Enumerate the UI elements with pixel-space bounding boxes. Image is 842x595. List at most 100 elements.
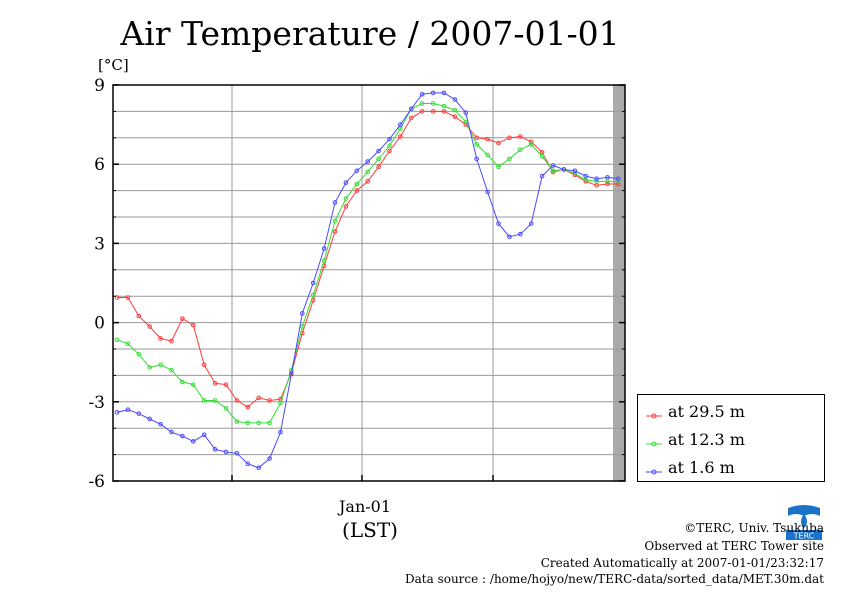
data-point	[158, 362, 163, 368]
data-point	[419, 91, 425, 97]
data-point	[234, 398, 240, 403]
data-point	[518, 231, 523, 237]
data-point	[518, 134, 523, 139]
data-point	[496, 221, 501, 226]
data-point	[223, 382, 229, 387]
data-point	[169, 367, 174, 373]
data-point	[201, 398, 207, 403]
data-point	[616, 176, 621, 182]
data-point	[267, 398, 272, 403]
data-point	[136, 351, 142, 357]
data-point	[343, 180, 349, 185]
series-line-1	[116, 103, 619, 424]
data-point	[191, 322, 196, 328]
data-point	[507, 234, 512, 240]
y-tick-label: 9	[94, 76, 105, 96]
data-point	[114, 337, 120, 343]
data-point	[605, 181, 610, 187]
data-point	[191, 439, 196, 444]
x-tick-label: Jan-01	[337, 497, 391, 516]
data-point	[616, 179, 621, 184]
data-point	[398, 134, 403, 139]
data-source-text: Data source : /home/hojyo/new/TERC-data/…	[405, 572, 824, 586]
data-point	[245, 461, 251, 467]
data-point	[147, 416, 152, 422]
data-point	[398, 122, 403, 127]
logo-text: TERC	[793, 532, 815, 541]
data-point	[474, 135, 480, 141]
created-text: Created Automatically at 2007-01-01/23:3…	[540, 556, 824, 570]
data-point	[441, 103, 447, 109]
series-line-2	[116, 92, 619, 469]
legend-swatch-29-5m	[646, 406, 662, 419]
legend-item-12-3m: at 12.3 m	[646, 425, 745, 453]
data-point	[572, 168, 578, 174]
data-point	[409, 115, 414, 121]
data-point	[354, 168, 360, 174]
data-point	[365, 169, 371, 175]
data-point	[594, 179, 599, 184]
data-point	[528, 142, 534, 147]
data-point	[212, 447, 218, 452]
data-point	[561, 167, 567, 172]
data-point	[365, 179, 371, 184]
data-point	[572, 171, 578, 176]
data-point	[256, 465, 262, 471]
data-point	[158, 421, 163, 427]
data-point	[212, 381, 218, 386]
data-point	[321, 258, 327, 263]
data-point	[376, 156, 381, 162]
data-point	[419, 109, 425, 114]
data-point	[550, 168, 556, 174]
data-point	[474, 142, 480, 147]
data-point	[496, 140, 501, 146]
data-point	[245, 420, 251, 426]
data-point	[452, 107, 458, 113]
y-tick-label: 0	[94, 314, 105, 334]
data-point	[321, 246, 327, 251]
data-point	[267, 456, 272, 461]
data-point	[387, 148, 392, 154]
data-point	[169, 429, 174, 435]
data-point	[463, 110, 469, 116]
data-point	[180, 316, 185, 321]
plot-frame	[112, 84, 626, 482]
data-point	[223, 449, 229, 455]
data-point	[365, 159, 371, 164]
data-point	[441, 90, 447, 96]
data-point	[180, 433, 185, 439]
legend-swatch-12-3m	[646, 434, 662, 447]
data-point	[518, 147, 523, 152]
data-point	[278, 429, 283, 435]
data-point	[419, 101, 425, 106]
terc-logo-icon: TERC	[784, 502, 824, 542]
data-point	[485, 152, 490, 158]
axis-labels: 9 6 3 0 -3 -6 Jan-01 (LST)	[88, 76, 398, 542]
series-layer	[114, 90, 621, 471]
data-point	[256, 395, 262, 401]
data-point	[114, 295, 120, 300]
data-point	[332, 200, 338, 205]
data-point	[485, 189, 490, 195]
data-point	[376, 164, 381, 170]
data-point	[310, 280, 316, 286]
x-axis-label: (LST)	[342, 518, 398, 542]
data-point	[201, 432, 207, 438]
y-tick-label: -6	[88, 472, 105, 492]
data-point	[191, 382, 196, 387]
data-point	[376, 148, 381, 154]
data-point	[539, 173, 545, 179]
legend-label-12-3m: at 12.3 m	[668, 429, 745, 449]
data-point	[234, 419, 240, 424]
data-point	[125, 341, 131, 347]
data-point	[125, 295, 131, 300]
data-point	[387, 136, 392, 142]
copyright-text: ©TERC, Univ. Tsukuba	[684, 521, 824, 535]
data-point	[452, 114, 458, 119]
data-point	[430, 90, 436, 96]
no-data-shade	[613, 85, 625, 481]
data-point	[332, 218, 338, 224]
legend-swatch-1-6m	[646, 462, 662, 475]
data-point	[212, 398, 218, 403]
data-point	[245, 404, 251, 410]
